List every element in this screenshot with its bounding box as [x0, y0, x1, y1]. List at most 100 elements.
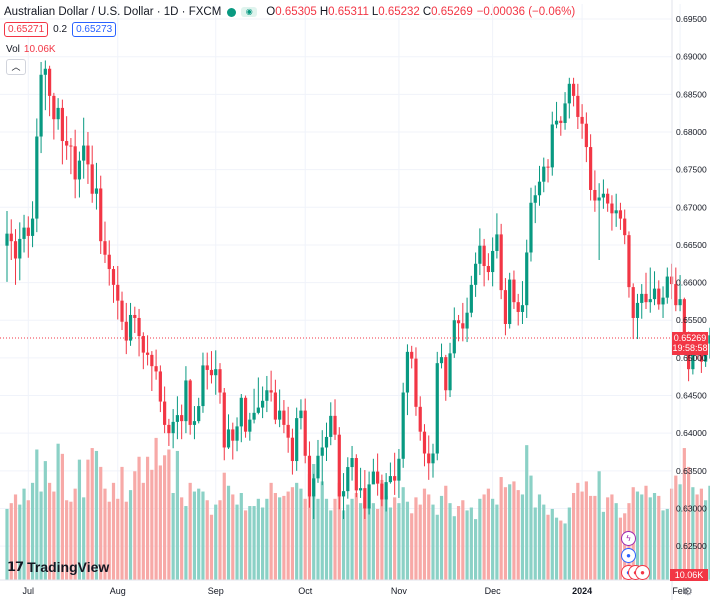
candle: [209, 351, 214, 384]
candle: [665, 267, 669, 304]
candle-body: [341, 491, 346, 497]
candle: [410, 345, 414, 369]
symbol-title[interactable]: Australian Dollar / U.S. Dollar · 1D · F…: [4, 6, 222, 18]
volume-bar: [171, 493, 175, 580]
volume-bar: [26, 500, 30, 580]
candle-body: [231, 429, 235, 441]
volume-bar: [461, 500, 465, 580]
candle-body: [499, 234, 503, 291]
volume-bar: [94, 450, 99, 580]
candle-body: [635, 302, 640, 318]
volume-bar: [376, 508, 380, 580]
candle: [26, 216, 30, 258]
candle: [601, 179, 605, 209]
candle: [273, 379, 277, 425]
volume-bar: [22, 488, 26, 580]
candle: [150, 351, 154, 392]
candle-body: [376, 471, 380, 484]
volume-bar: [405, 501, 410, 580]
volume-bar: [435, 514, 439, 580]
candle-body: [601, 193, 605, 198]
volume-bar: [623, 513, 627, 580]
candle: [48, 65, 52, 117]
us-flag-icon[interactable]: ●: [635, 565, 650, 580]
candle-body: [201, 365, 205, 407]
y-tick-label: 0.66500: [676, 240, 707, 250]
visibility-icon[interactable]: ◉: [241, 7, 258, 17]
volume-bar: [503, 487, 508, 580]
time-axis[interactable]: JulAugSepOctNovDec2024Feb26: [0, 579, 710, 596]
candle: [635, 293, 640, 340]
volume-bar: [52, 491, 56, 580]
candle-body: [39, 74, 43, 137]
volume-bar: [563, 523, 567, 580]
candle: [580, 104, 584, 139]
volume-bar: [329, 510, 333, 580]
candle-body: [422, 431, 427, 454]
close-value: 0.65269: [431, 6, 473, 18]
candle-body: [533, 195, 537, 203]
y-tick-label: 0.64000: [676, 428, 707, 438]
buy-button[interactable]: 0.65273: [72, 22, 117, 37]
candle: [627, 231, 631, 298]
volume-bar: [554, 517, 559, 580]
volume-bar: [341, 510, 346, 580]
volume-bar: [452, 516, 456, 580]
volume-bar: [401, 487, 405, 580]
candle-body: [248, 419, 252, 432]
candle: [239, 394, 243, 443]
y-tick-label: 0.67500: [676, 165, 707, 175]
candle: [520, 281, 525, 324]
candle-body: [65, 141, 69, 146]
candle-body: [99, 188, 103, 242]
candle-body: [495, 234, 499, 251]
gear-icon[interactable]: ⚙: [683, 586, 693, 598]
volume-bar: [550, 508, 554, 580]
candle-body: [150, 354, 154, 367]
candle-body: [525, 252, 529, 306]
candle-body: [307, 455, 312, 497]
candle-body: [239, 397, 243, 427]
candle-body: [184, 380, 188, 422]
volume-bar: [567, 507, 571, 580]
candle: [350, 445, 354, 481]
volume-bar: [529, 475, 533, 580]
candle: [537, 165, 542, 206]
volume-bar: [103, 488, 107, 580]
volume-bar: [128, 490, 133, 580]
candle: [589, 134, 593, 201]
candle: [346, 457, 350, 499]
volume-bar: [163, 455, 167, 580]
lightning-icon[interactable]: ϟ: [621, 531, 636, 546]
sell-button[interactable]: 0.65271: [4, 22, 49, 37]
candle: [516, 293, 520, 326]
candle: [265, 375, 269, 413]
x-tick-label: Sep: [208, 586, 224, 596]
candle-body: [542, 166, 546, 182]
candle-body: [529, 202, 533, 253]
spread-value: 0.2: [53, 24, 68, 35]
volume-bar: [303, 498, 307, 580]
candle: [422, 424, 427, 467]
candle-body: [427, 453, 431, 464]
candle: [128, 302, 133, 346]
candle: [363, 470, 367, 520]
australia-flag-icon[interactable]: ●: [621, 548, 636, 563]
chevron-up-icon[interactable]: ︿: [6, 59, 26, 75]
candle: [320, 430, 324, 486]
candle-body: [252, 412, 256, 420]
x-tick-label: 2024: [572, 586, 592, 596]
price-axis[interactable]: 0.62500 0.63000 0.63500 0.64000 0.64500 0.650…: [671, 0, 707, 600]
volume-bar: [648, 497, 652, 580]
tradingview-logo[interactable]: 𝟭𝟳 TradingView: [7, 559, 109, 575]
candle-body: [265, 390, 269, 401]
volume-bar: [422, 488, 427, 580]
candle-body: [652, 288, 657, 300]
candle-body: [486, 266, 490, 273]
volume-bar: [256, 498, 260, 580]
candle: [312, 473, 316, 520]
candle-body: [593, 189, 597, 201]
candle: [474, 252, 478, 297]
candle-body: [461, 323, 465, 329]
